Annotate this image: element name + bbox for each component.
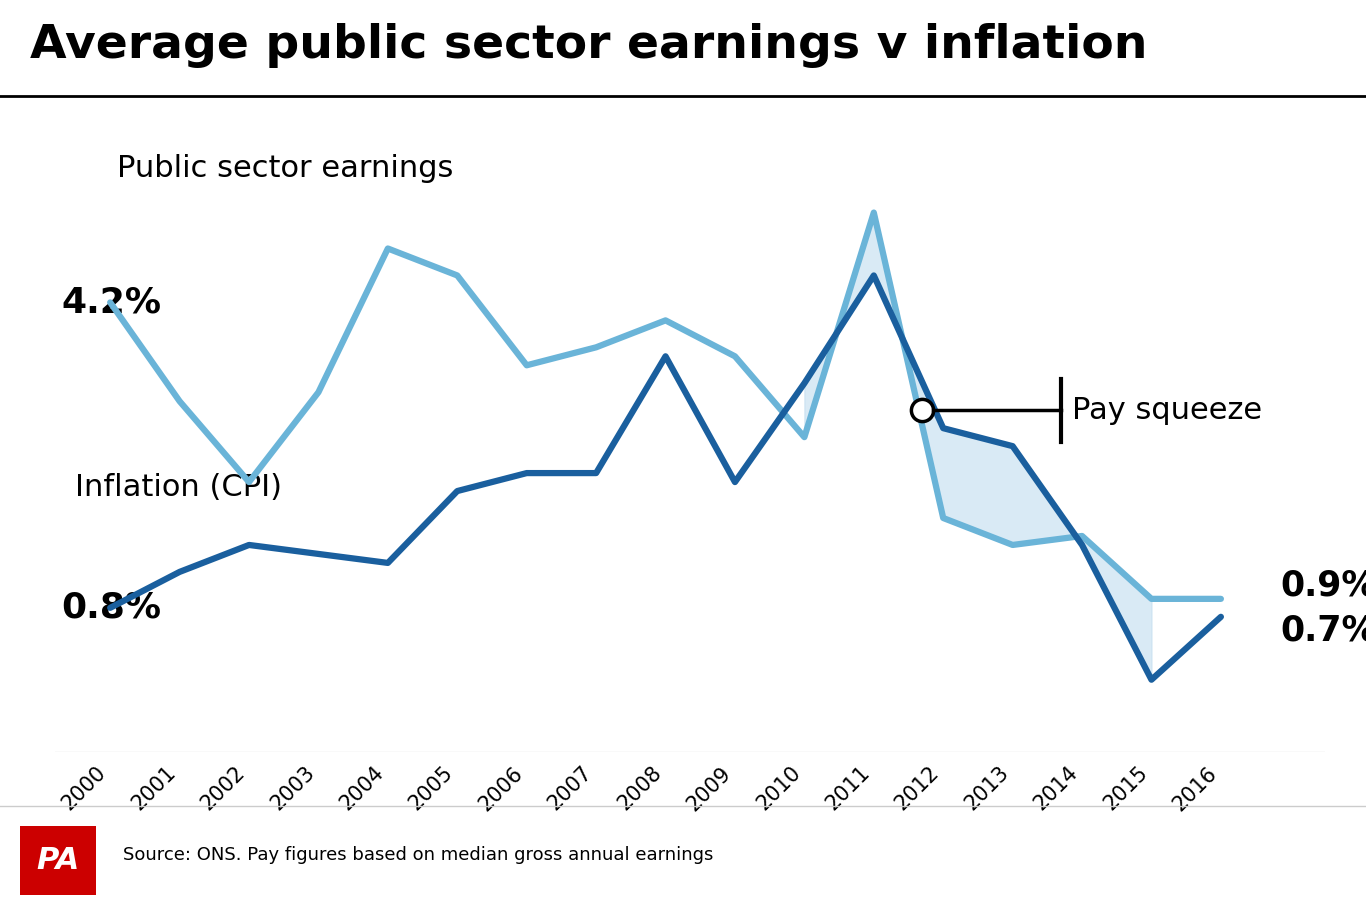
Text: 0.8%: 0.8%: [61, 591, 161, 625]
Text: 0.7%: 0.7%: [1280, 613, 1366, 648]
Text: Public sector earnings: Public sector earnings: [117, 154, 454, 183]
Text: 0.9%: 0.9%: [1280, 568, 1366, 602]
Text: Pay squeeze: Pay squeeze: [1072, 395, 1262, 425]
Text: PA: PA: [37, 846, 79, 875]
Text: Inflation (CPI): Inflation (CPI): [75, 473, 283, 502]
Text: Source: ONS. Pay figures based on median gross annual earnings: Source: ONS. Pay figures based on median…: [123, 845, 713, 864]
Text: 4.2%: 4.2%: [61, 285, 161, 320]
Text: Average public sector earnings v inflation: Average public sector earnings v inflati…: [30, 23, 1147, 67]
